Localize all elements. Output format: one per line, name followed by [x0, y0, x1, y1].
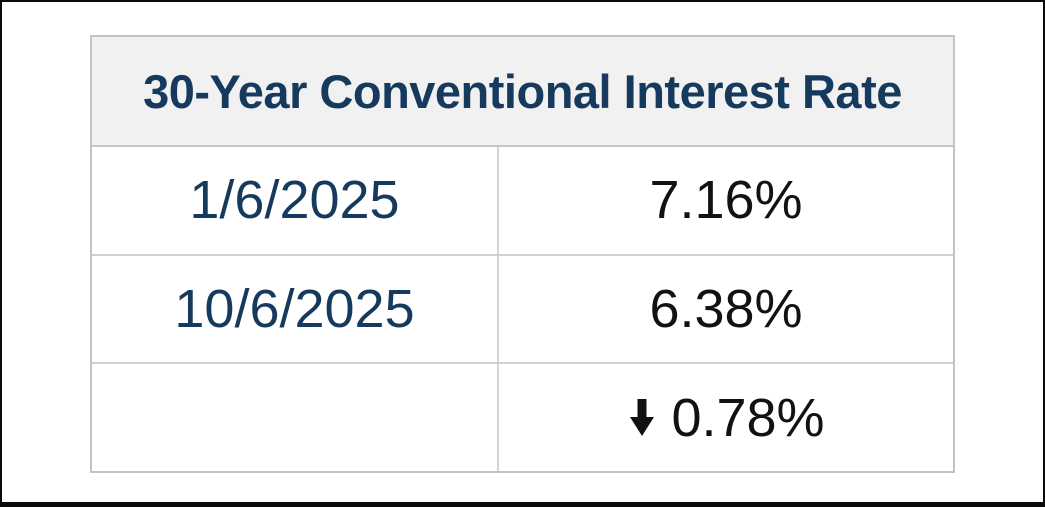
- date-cell-empty: [92, 364, 499, 472]
- rate-cell: 7.16%: [649, 170, 803, 231]
- rate-cell: 6.38%: [649, 279, 803, 339]
- table-row: 0.78%: [92, 364, 953, 472]
- rate-change-cell: 0.78%: [499, 364, 953, 471]
- rate-change-value: 0.78%: [671, 387, 825, 448]
- down-arrow-icon: [627, 397, 657, 438]
- table-row: 1/6/2025 7.16%: [92, 147, 953, 256]
- date-cell: 1/6/2025: [92, 147, 499, 254]
- date-cell: 10/6/2025: [92, 255, 499, 363]
- interest-rate-table: 30-Year Conventional Interest Rate 1/6/2…: [90, 35, 955, 473]
- table-title: 30-Year Conventional Interest Rate: [92, 37, 953, 147]
- table-row: 10/6/2025 6.38%: [92, 255, 953, 365]
